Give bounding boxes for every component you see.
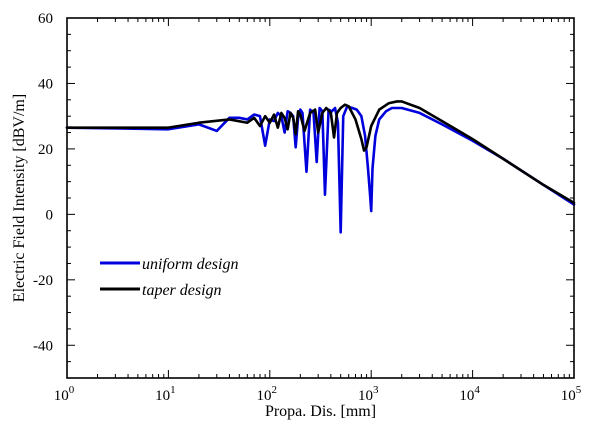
y-tick-label: 60 — [38, 11, 53, 27]
y-tick-labels: 60 40 20 0 -20 -40 — [33, 11, 53, 354]
y-tick-label: -40 — [33, 338, 53, 354]
y-tick-label: 40 — [38, 76, 53, 92]
x-tick-label: 102 — [257, 384, 278, 404]
plot-frame — [66, 17, 575, 379]
y-tick-label: 20 — [38, 142, 53, 158]
legend: uniform design taper design — [100, 256, 238, 299]
x-tick-label: 105 — [561, 384, 582, 404]
y-axis-title: Electric Field Intensity [dBV/m] — [11, 94, 28, 302]
series-layer — [65, 100, 576, 234]
y-tick-label: -20 — [33, 273, 53, 289]
x-tick-labels: 100 101 102 103 104 105 — [54, 384, 582, 404]
x-tick-label: 103 — [358, 384, 379, 404]
series-line-taper-design — [65, 100, 576, 205]
axis-ticks — [66, 17, 575, 379]
x-axis-title: Propa. Dis. [mm] — [265, 403, 376, 420]
x-tick-label: 104 — [459, 384, 480, 404]
x-tick-label: 101 — [155, 384, 176, 404]
y-tick-label: 0 — [46, 207, 54, 223]
legend-label-taper-design: taper design — [142, 282, 222, 299]
x-tick-label: 100 — [54, 384, 75, 404]
legend-label-uniform-design: uniform design — [142, 256, 238, 273]
